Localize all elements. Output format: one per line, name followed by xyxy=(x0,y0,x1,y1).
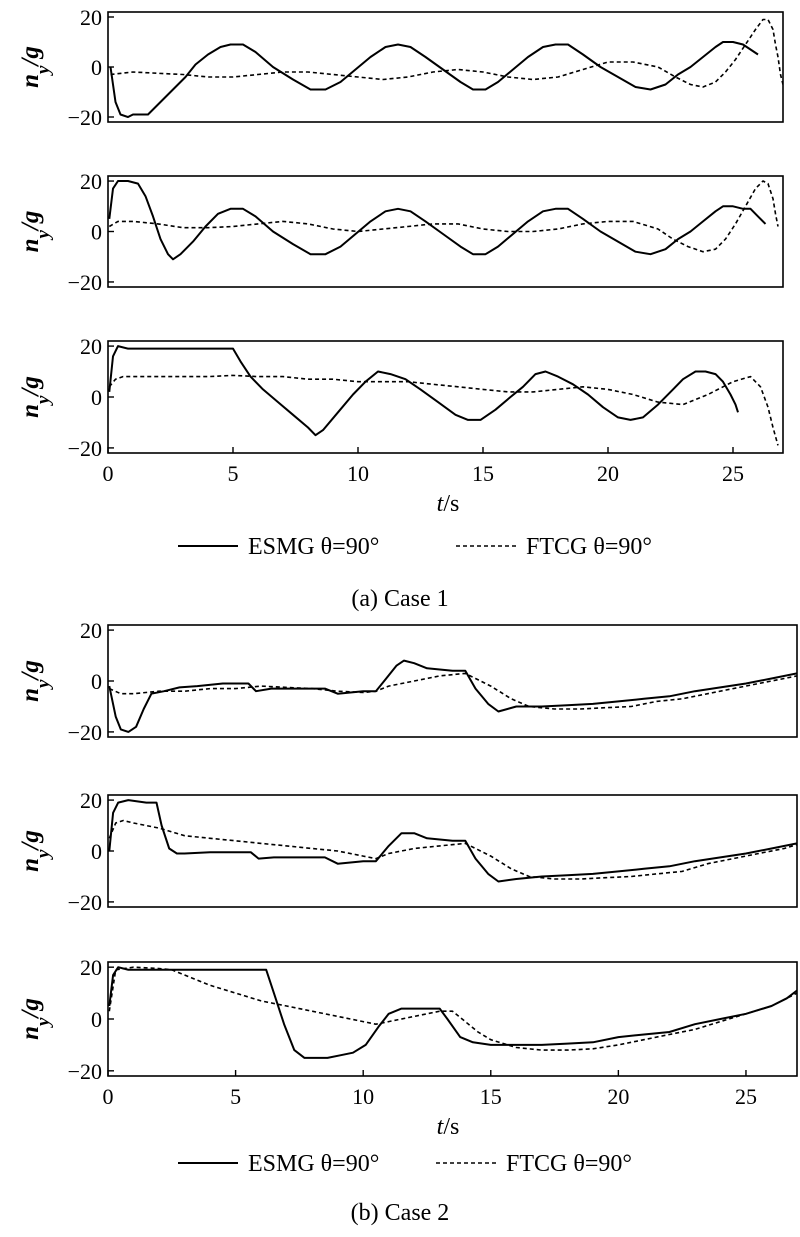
x-tick-label: 15 xyxy=(472,461,494,486)
series-esmg-line xyxy=(108,345,739,437)
plot-frame xyxy=(107,794,798,908)
x-tick-label: 5 xyxy=(228,461,239,486)
y-tick-label: 20 xyxy=(80,169,102,194)
series-ftcg-line xyxy=(110,18,783,88)
legend-label-ftcg: FTCG θ=90° xyxy=(526,534,652,560)
y-axis-label: ny/g xyxy=(17,998,54,1040)
y-tick-label: −20 xyxy=(68,105,102,130)
x-tick-label: 25 xyxy=(722,461,744,486)
y-tick-label: 20 xyxy=(80,788,102,813)
x-tick-label: 15 xyxy=(480,1084,502,1109)
x-tick-label: 10 xyxy=(352,1084,374,1109)
y-tick-label: −20 xyxy=(68,720,102,745)
series-ftcg-line xyxy=(108,180,779,253)
plot-frame xyxy=(107,961,798,1077)
x-tick-label: 0 xyxy=(103,461,114,486)
series-ftcg-line xyxy=(108,966,797,1051)
x-tick-label: 20 xyxy=(597,461,619,486)
y-axis-label: ny/g xyxy=(17,211,54,253)
series-esmg-line xyxy=(109,41,759,118)
y-tick-label: 20 xyxy=(80,5,102,30)
y-tick-label: 0 xyxy=(91,385,102,410)
x-tick-label: 0 xyxy=(103,1084,114,1109)
y-tick-label: 0 xyxy=(91,55,102,80)
y-tick-label: 20 xyxy=(80,618,102,643)
legend-case-1: ESMG θ=90° FTCG θ=90° xyxy=(178,534,652,560)
chart-panel-4: −20 0 20 ny/g xyxy=(17,618,798,745)
legend-case-2: ESMG θ=90° FTCG θ=90° xyxy=(178,1151,632,1177)
y-tick-label: 0 xyxy=(91,1007,102,1032)
series-ftcg-line xyxy=(108,374,779,446)
caption-case-2: (b) Case 2 xyxy=(351,1200,450,1226)
y-tick-label: 20 xyxy=(80,955,102,980)
x-tick-label: 10 xyxy=(347,461,369,486)
caption-case-1: (a) Case 1 xyxy=(351,586,448,612)
legend-label-esmg: ESMG θ=90° xyxy=(248,534,379,560)
y-axis-label: ny/g xyxy=(17,830,54,872)
plot-frame xyxy=(107,11,784,123)
legend-label-esmg: ESMG θ=90° xyxy=(248,1151,379,1177)
y-axis-label: ny/g xyxy=(17,46,54,88)
series-esmg-line xyxy=(108,659,797,733)
y-tick-label: −20 xyxy=(68,270,102,295)
x-tick-label: 20 xyxy=(607,1084,629,1109)
series-esmg-line xyxy=(108,966,797,1059)
y-tick-label: 20 xyxy=(80,334,102,359)
y-tick-label: −20 xyxy=(68,436,102,461)
legend-label-ftcg: FTCG θ=90° xyxy=(506,1151,632,1177)
series-esmg-line xyxy=(108,799,797,883)
y-tick-label: 0 xyxy=(91,669,102,694)
chart-panel-1: −20 0 20 ny/g xyxy=(17,5,784,130)
series-esmg-line xyxy=(108,180,767,261)
y-tick-label: −20 xyxy=(68,890,102,915)
y-axis-label: ny/g xyxy=(17,660,54,702)
x-tick-label: 5 xyxy=(230,1084,241,1109)
y-axis-label: ny/g xyxy=(17,376,54,418)
chart-panel-5: −20 0 20 ny/g xyxy=(17,788,798,915)
chart-panel-2: −20 0 20 ny/g xyxy=(17,169,784,295)
y-tick-label: −20 xyxy=(68,1059,102,1084)
x-axis-label: t/s xyxy=(437,1114,460,1140)
y-tick-label: 0 xyxy=(91,220,102,245)
x-axis-label: t/s xyxy=(437,491,460,517)
plot-frame xyxy=(107,175,784,288)
plot-frame xyxy=(107,624,798,738)
plot-frame xyxy=(107,340,784,454)
series-ftcg-line xyxy=(108,819,797,880)
y-tick-label: 0 xyxy=(91,839,102,864)
x-tick-label: 25 xyxy=(735,1084,757,1109)
